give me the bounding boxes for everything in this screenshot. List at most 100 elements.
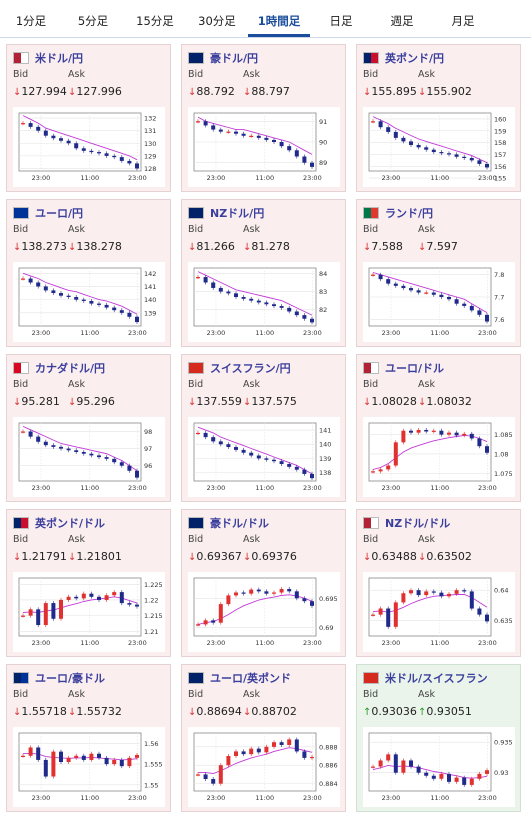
candle	[431, 775, 436, 779]
pair-name[interactable]: ランド/円	[385, 207, 434, 220]
rate-card[interactable]: 豪ドル/ドル Bid Ask ↓0.69367 ↓0.69376 0.695 0.69 23:…	[181, 509, 346, 657]
rate-card[interactable]: ランド/円 Bid Ask ↓7.588 ↓7.597 7.8 7.7 7.6 23:00 11:…	[356, 199, 521, 347]
candle	[424, 429, 429, 432]
candle	[127, 160, 132, 164]
rate-card[interactable]: 英ポンド/ドル Bid Ask ↓1.21791 ↓1.21801 1.225 1.22 1.…	[6, 509, 171, 657]
x-tick-label: 23:00	[207, 484, 226, 492]
flag-icon	[13, 362, 29, 374]
plot-area	[193, 422, 317, 482]
pair-name[interactable]: NZドル/円	[210, 207, 265, 220]
pair-name[interactable]: ユーロ/英ポンド	[210, 672, 292, 685]
price-chart[interactable]: 0.935 0.93 23:00 11:00 23:00	[363, 727, 515, 807]
pair-name[interactable]: 豪ドル/円	[210, 52, 259, 65]
pair-name[interactable]: ユーロ/円	[35, 207, 84, 220]
candle	[287, 464, 292, 467]
candle	[196, 121, 200, 123]
price-chart[interactable]: 98 97 96 23:00 11:00 23:00	[13, 417, 165, 497]
candle	[454, 299, 459, 304]
flag-icon	[13, 517, 29, 529]
pair-name[interactable]: 豪ドル/ドル	[210, 517, 270, 530]
candle	[287, 146, 292, 151]
tab-7[interactable]: 月足	[451, 14, 475, 28]
price-chart[interactable]: 7.8 7.7 7.6 23:00 11:00 23:00	[363, 262, 515, 342]
x-tick-label: 23:00	[128, 639, 147, 647]
candle	[264, 137, 269, 140]
price-chart[interactable]: 0.888 0.886 0.884 23:00 11:00 23:00	[188, 727, 340, 807]
candle	[264, 591, 269, 594]
rate-card[interactable]: 米ドル/スイスフラン Bid Ask ↑0.93036 ↑0.93051 0.935 0.9…	[356, 664, 521, 812]
rate-card[interactable]: 英ポンド/円 Bid Ask ↓155.895 ↓155.902 160 159 158 157…	[356, 44, 521, 192]
pair-name[interactable]: ユーロ/ドル	[385, 362, 445, 375]
candle	[112, 759, 117, 765]
pair-name[interactable]: スイスフラン/円	[210, 362, 291, 375]
candle	[294, 739, 299, 752]
candle	[371, 766, 375, 768]
rate-card[interactable]: スイスフラン/円 Bid Ask ↓137.559 ↓137.575 141 140 139 1…	[181, 354, 346, 502]
price-chart[interactable]: 1.225 1.22 1.215 1.21 23:00 11:00 23:00	[13, 572, 165, 652]
candle	[97, 152, 101, 154]
rate-card[interactable]: カナダドル/円 Bid Ask ↓95.281 ↓95.296 98 97 96 23:00 11…	[6, 354, 171, 502]
price-chart[interactable]: 1.085 1.08 1.075 23:00 11:00 23:00	[363, 417, 515, 497]
candle	[401, 137, 406, 142]
tab-6[interactable]: 週足	[390, 14, 414, 28]
candle	[81, 299, 86, 301]
pair-name[interactable]: カナダドル/円	[35, 362, 106, 375]
tab-2[interactable]: 15分足	[136, 14, 174, 28]
tab-0[interactable]: 1分足	[15, 14, 47, 28]
tab-1[interactable]: 5分足	[77, 14, 109, 28]
y-tick-label: 132	[144, 115, 156, 123]
y-tick-label: 1.085	[494, 431, 513, 439]
bid-value: ↓127.994	[13, 85, 67, 98]
pair-name[interactable]: 英ポンド/ドル	[35, 517, 106, 530]
ask-label: Ask	[418, 689, 435, 700]
candle	[424, 292, 429, 294]
pair-name[interactable]: 米ドル/スイスフラン	[385, 672, 488, 685]
price-chart[interactable]: 0.695 0.69 23:00 11:00 23:00	[188, 572, 340, 652]
candle	[256, 748, 261, 753]
candle	[21, 278, 25, 280]
down-arrow-icon: ↓	[418, 552, 427, 563]
x-tick-label: 23:00	[478, 484, 497, 492]
price-chart[interactable]: 1.56 1.555 1.55 23:00 11:00 23:00	[13, 727, 165, 807]
tab-3[interactable]: 30分足	[198, 14, 236, 28]
pair-name[interactable]: 英ポンド/円	[385, 52, 445, 65]
rate-card[interactable]: ユーロ/円 Bid Ask ↓138.273 ↓138.278 142 141 140 139 2…	[6, 199, 171, 347]
plot-area	[368, 112, 492, 172]
candle	[21, 755, 25, 757]
candle	[36, 126, 41, 131]
pair-name[interactable]: NZドル/ドル	[385, 517, 451, 530]
rate-card[interactable]: NZドル/円 Bid Ask ↓81.266 ↓81.278 84 83 82 23:00 11:…	[181, 199, 346, 347]
x-tick-label: 23:00	[303, 794, 322, 802]
rate-card[interactable]: ユーロ/豪ドル Bid Ask ↓1.55718 ↓1.55732 1.56 1.555 1.…	[6, 664, 171, 812]
card-header: ユーロ/豪ドル	[13, 671, 105, 685]
candle	[218, 765, 223, 784]
plot-area	[368, 422, 492, 482]
price-chart[interactable]: 91 90 89 23:00 11:00 23:00	[188, 107, 340, 187]
candle	[462, 777, 467, 785]
candle	[81, 755, 86, 760]
price-chart[interactable]: 142 141 140 139 23:00 11:00 23:00	[13, 262, 165, 342]
pair-name[interactable]: ユーロ/豪ドル	[35, 672, 106, 685]
bid-value: ↓0.69367	[188, 550, 242, 563]
price-chart[interactable]: 0.64 0.635 23:00 11:00 23:00	[363, 572, 515, 652]
tab-4[interactable]: 1時間足	[248, 0, 310, 37]
pair-name[interactable]: 米ドル/円	[35, 52, 84, 65]
rate-card[interactable]: ユーロ/英ポンド Bid Ask ↓0.88694 ↓0.88702 0.888 0.886…	[181, 664, 346, 812]
y-tick-label: 131	[144, 127, 156, 135]
rate-card[interactable]: NZドル/ドル Bid Ask ↓0.63488 ↓0.63502 0.64 0.635 23…	[356, 509, 521, 657]
candle	[431, 292, 436, 295]
candle	[226, 444, 231, 448]
price-chart[interactable]: 84 83 82 23:00 11:00 23:00	[188, 262, 340, 342]
candle	[294, 150, 299, 157]
bid-label: Bid	[363, 689, 379, 700]
rate-card[interactable]: ユーロ/ドル Bid Ask ↓1.08028 ↓1.08032 1.085 1.08 1.0…	[356, 354, 521, 502]
candle	[462, 156, 467, 158]
y-tick-label: 0.695	[319, 595, 338, 603]
tab-5[interactable]: 日足	[329, 14, 353, 28]
candle	[378, 469, 383, 472]
rate-card[interactable]: 米ドル/円 Bid Ask ↓127.994 ↓127.996 132 131 130 129 1…	[6, 44, 171, 192]
rate-card[interactable]: 豪ドル/円 Bid Ask ↓88.792 ↓88.797 91 90 89 23:00 11:0…	[181, 44, 346, 192]
price-chart[interactable]: 141 140 139 138 23:00 11:00 23:00	[188, 417, 340, 497]
